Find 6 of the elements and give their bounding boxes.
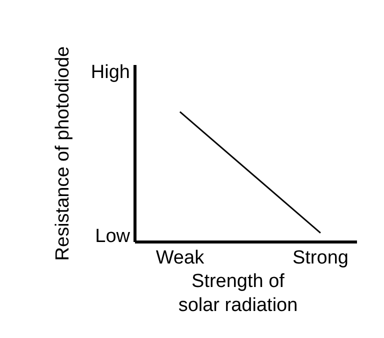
y-axis-title: Resistance of photodiode bbox=[52, 46, 74, 261]
x-tick-label: Strong bbox=[292, 247, 348, 268]
x-axis-title: Strength of solar radiation bbox=[178, 271, 298, 316]
text: High bbox=[90, 62, 130, 83]
text: Low bbox=[95, 226, 130, 247]
x-tick-label: Weak bbox=[156, 247, 205, 268]
